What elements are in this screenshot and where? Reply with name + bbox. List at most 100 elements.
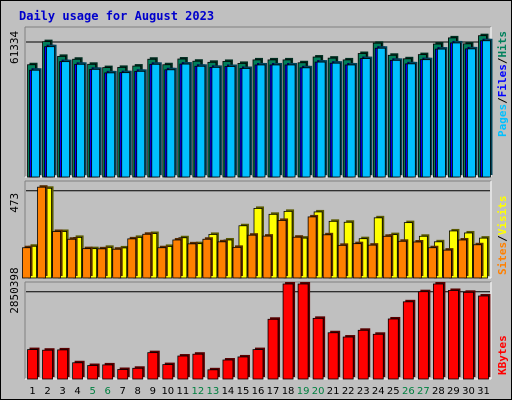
bar-pages-19 [301, 67, 311, 178]
chart-title: Daily usage for August 2023 [19, 9, 214, 23]
bar-sites-11 [172, 239, 182, 279]
bar-pages-4 [76, 63, 86, 178]
bar-pages-3 [61, 61, 70, 178]
bar-sites-2 [37, 186, 46, 279]
legend-entry-sites: Sites [496, 242, 509, 275]
xtick-label-12: 12 [192, 386, 205, 397]
bar-sites-14 [217, 241, 227, 279]
bar-kbytes-10 [162, 364, 174, 380]
bar-pages-26 [406, 63, 416, 178]
bar-pages-2 [46, 46, 55, 178]
xtick-label-1: 1 [29, 386, 35, 397]
bar-sites-1 [22, 247, 31, 279]
xtick-label-11: 11 [176, 386, 189, 397]
bar-sites-6 [97, 248, 107, 279]
xtick-label-2: 2 [44, 386, 50, 397]
xtick-label-15: 15 [237, 386, 250, 397]
bar-sites-26 [397, 240, 407, 279]
bar-kbytes-20 [312, 317, 324, 380]
bar-pages-15 [241, 68, 251, 178]
bar-sites-23 [352, 243, 362, 279]
bar-sites-12 [187, 243, 197, 279]
bar-kbytes-16 [252, 349, 264, 380]
xtick-label-26: 26 [402, 386, 415, 397]
bar-sites-18 [277, 220, 287, 279]
legend-separator: / [496, 57, 509, 64]
bar-pages-16 [256, 64, 266, 178]
bar-kbytes-29 [448, 290, 459, 380]
bar-kbytes-9 [147, 352, 159, 380]
xtick-label-25: 25 [387, 386, 400, 397]
bar-pages-23 [361, 58, 371, 178]
bar-sites-5 [82, 248, 92, 279]
bar-sites-25 [382, 235, 392, 279]
xtick-label-28: 28 [432, 386, 445, 397]
xtick-label-18: 18 [282, 386, 295, 397]
bar-pages-12 [196, 65, 206, 178]
xtick-label-5: 5 [89, 386, 95, 397]
bar-pages-6 [106, 72, 116, 178]
bar-pages-8 [136, 70, 146, 178]
bar-pages-10 [166, 69, 176, 178]
bar-sites-22 [337, 244, 347, 279]
bar-sites-7 [112, 248, 122, 279]
bar-sites-24 [367, 244, 377, 279]
xtick-label-29: 29 [447, 386, 460, 397]
xtick-label-7: 7 [120, 386, 126, 397]
bar-kbytes-25 [387, 318, 399, 380]
bar-pages-1 [31, 69, 40, 178]
bar-pages-22 [346, 64, 356, 178]
xtick-label-19: 19 [297, 386, 310, 397]
xtick-label-8: 8 [135, 386, 141, 397]
xtick-label-20: 20 [312, 386, 325, 397]
bar-kbytes-2 [42, 349, 53, 380]
bar-kbytes-3 [57, 349, 68, 380]
bar-kbytes-22 [342, 336, 354, 380]
bar-sites-8 [127, 238, 137, 279]
legend-entry-pages: Pages [496, 104, 509, 137]
xtick-label-9: 9 [150, 386, 156, 397]
xtick-label-4: 4 [74, 386, 80, 397]
bar-pages-28 [436, 48, 446, 178]
bar-sites-17 [262, 235, 272, 279]
bar-kbytes-18 [282, 283, 294, 380]
bar-kbytes-13 [207, 369, 219, 380]
legend-traffic: KBytes [496, 335, 509, 375]
bar-pages-27 [421, 59, 431, 178]
bar-sites-28 [427, 247, 437, 279]
xtick-label-30: 30 [462, 386, 475, 397]
bar-kbytes-15 [237, 356, 249, 380]
bar-pages-14 [226, 66, 236, 178]
xtick-label-24: 24 [372, 386, 385, 397]
xtick-label-14: 14 [222, 386, 235, 397]
bar-kbytes-30 [463, 291, 474, 380]
bar-sites-9 [142, 233, 152, 279]
xtick-label-13: 13 [207, 386, 220, 397]
legend-entry-hits: Hits [496, 31, 509, 58]
xtick-label-23: 23 [357, 386, 370, 397]
bar-sites-15 [232, 246, 242, 279]
bar-sites-20 [307, 216, 317, 279]
xtick-label-31: 31 [477, 386, 490, 397]
bar-kbytes-19 [297, 283, 309, 380]
bar-sites-3 [52, 231, 61, 279]
xtick-label-21: 21 [327, 386, 340, 397]
xtick-label-17: 17 [267, 386, 280, 397]
bar-kbytes-6 [102, 364, 114, 380]
bar-kbytes-24 [372, 333, 384, 380]
bar-pages-13 [211, 66, 221, 178]
bar-sites-16 [247, 234, 257, 279]
bar-kbytes-7 [117, 369, 129, 380]
bar-pages-24 [376, 47, 386, 178]
bar-pages-17 [271, 64, 281, 178]
bar-pages-9 [151, 63, 161, 178]
bar-sites-21 [322, 234, 332, 279]
bar-kbytes-27 [417, 291, 429, 380]
xtick-label-3: 3 [59, 386, 65, 397]
bar-pages-21 [331, 62, 341, 178]
xtick-label-6: 6 [104, 386, 110, 397]
bar-pages-29 [452, 42, 461, 178]
bar-sites-19 [292, 236, 302, 279]
bar-pages-11 [181, 63, 191, 178]
